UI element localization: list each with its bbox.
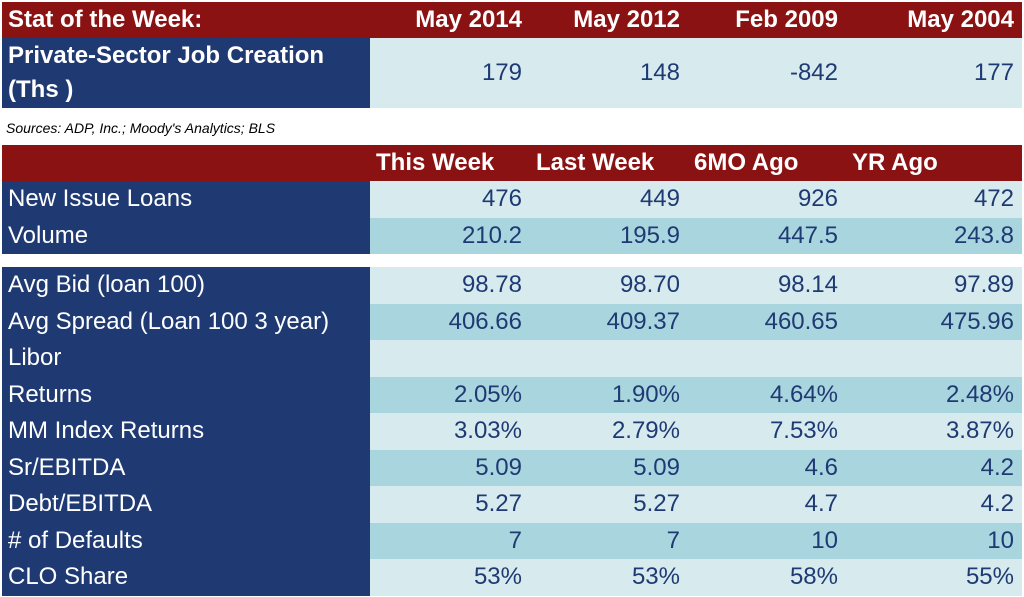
row-label: New Issue Loans	[2, 181, 370, 218]
table-col-header: Last Week	[536, 149, 655, 176]
stat-col-header: May 2014	[415, 6, 522, 33]
row-value: 7	[666, 526, 680, 554]
row-label: # of Defaults	[2, 522, 370, 559]
row-label: MM Index Returns	[2, 413, 370, 450]
row-value: 243.8	[953, 221, 1014, 249]
stat-value: 177	[973, 59, 1014, 86]
row-value: 53%	[631, 563, 680, 591]
row-value	[846, 340, 1022, 377]
row-value: 409.37	[606, 307, 680, 335]
stat-label: Private-Sector Job Creation (Ths )	[2, 38, 370, 108]
row-value: 5.27	[633, 490, 680, 518]
row-value: 4.7	[804, 490, 838, 518]
row-value: 4.2	[980, 453, 1014, 481]
table-row: Avg Bid (loan 100) 98.78 98.70 98.14 97.89	[2, 267, 1022, 304]
row-value: 98.78	[461, 271, 522, 299]
table-header-blank	[2, 145, 370, 181]
table-row: Sr/EBITDA 5.09 5.09 4.6 4.2	[2, 449, 1022, 486]
table-col-header: YR Ago	[852, 149, 938, 176]
row-value: 97.89	[953, 271, 1014, 299]
row-label: Debt/EBITDA	[2, 486, 370, 523]
row-value: 5.27	[475, 490, 522, 518]
row-value: 406.66	[448, 307, 522, 335]
row-label: Volume	[2, 217, 370, 254]
table-row: Libor	[2, 340, 1022, 377]
row-value: 1.90%	[611, 380, 680, 408]
row-label: CLO Share	[2, 559, 370, 596]
stat-row: Private-Sector Job Creation (Ths ) 179 1…	[2, 38, 1022, 108]
table-row: Returns 2.05% 1.90% 4.64% 2.48%	[2, 376, 1022, 413]
row-value: 10	[987, 526, 1014, 554]
stat-col-header: May 2012	[573, 6, 680, 33]
table-row: CLO Share 53% 53% 58% 55%	[2, 559, 1022, 596]
stat-col-header: May 2004	[907, 6, 1014, 33]
row-value	[530, 340, 688, 377]
stat-value: 148	[639, 59, 680, 86]
row-value: 53%	[473, 563, 522, 591]
table-row: # of Defaults 7 7 10 10	[2, 522, 1022, 559]
table-row: Volume 210.2 195.9 447.5 243.8	[2, 217, 1022, 254]
row-value: 3.87%	[945, 417, 1014, 445]
row-value: 2.05%	[453, 380, 522, 408]
row-value: 5.09	[633, 453, 680, 481]
row-value: 210.2	[461, 221, 522, 249]
stat-value: 179	[481, 59, 522, 86]
row-value: 98.70	[619, 271, 680, 299]
row-value: 195.9	[619, 221, 680, 249]
row-value: 10	[811, 526, 838, 554]
row-value: 472	[973, 185, 1014, 213]
table-row: New Issue Loans 476 449 926 472	[2, 181, 1022, 218]
row-value: 460.65	[764, 307, 838, 335]
stat-col-header: Feb 2009	[735, 6, 838, 33]
row-value: 5.09	[475, 453, 522, 481]
row-value: 476	[481, 185, 522, 213]
table-header-row: This Week Last Week 6MO Ago YR Ago	[2, 145, 1022, 181]
row-value: 7.53%	[769, 417, 838, 445]
row-value: 449	[639, 185, 680, 213]
row-value	[688, 340, 846, 377]
row-label: Libor	[2, 340, 370, 377]
row-label: Avg Bid (loan 100)	[2, 267, 370, 304]
table-row: Avg Spread (Loan 100 3 year) 406.66 409.37…	[2, 303, 1022, 340]
table-col-header: 6MO Ago	[694, 149, 799, 176]
row-label: Avg Spread (Loan 100 3 year)	[2, 303, 370, 340]
row-label: Returns	[2, 376, 370, 413]
row-value: 3.03%	[453, 417, 522, 445]
table-col-header: This Week	[376, 149, 495, 176]
row-value: 4.64%	[769, 380, 838, 408]
row-value: 98.14	[777, 271, 838, 299]
table-row: MM Index Returns 3.03% 2.79% 7.53% 3.87%	[2, 413, 1022, 450]
row-label: Sr/EBITDA	[2, 449, 370, 486]
row-value: 55%	[965, 563, 1014, 591]
stat-value: -842	[789, 59, 838, 86]
row-value	[370, 340, 530, 377]
stat-header-row: Stat of the Week: May 2014 May 2012 Feb …	[2, 2, 1022, 38]
row-value: 4.2	[980, 490, 1014, 518]
row-value: 58%	[789, 563, 838, 591]
row-value: 2.48%	[945, 380, 1014, 408]
row-value: 7	[508, 526, 522, 554]
row-value: 2.79%	[611, 417, 680, 445]
stat-header-title: Stat of the Week:	[8, 6, 203, 33]
row-value: 926	[797, 185, 838, 213]
row-value: 475.96	[940, 307, 1014, 335]
row-value: 447.5	[777, 221, 838, 249]
row-value: 4.6	[804, 453, 838, 481]
table-row: Debt/EBITDA 5.27 5.27 4.7 4.2	[2, 486, 1022, 523]
sources-note: Sources: ADP, Inc.; Moody's Analytics; B…	[6, 120, 276, 136]
